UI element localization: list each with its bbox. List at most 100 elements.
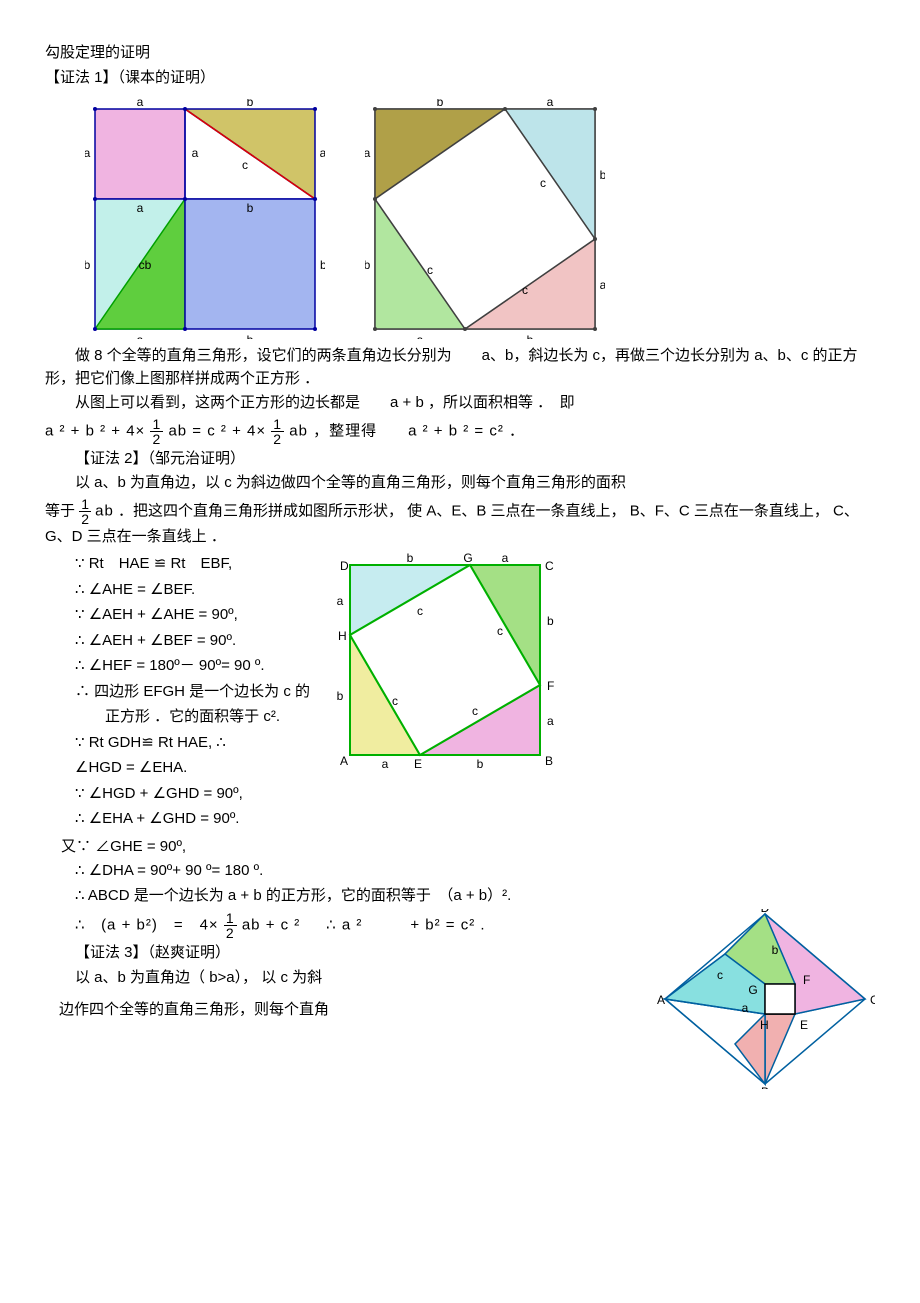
p2-eq-mid: ab + c ²: [242, 916, 300, 933]
p2-eq-result: ∴ a ² + b² = c² .: [326, 916, 485, 933]
svg-text:c: c: [472, 704, 478, 718]
p2-l4: ∴ ∠HEF = 180º－ 90º= 90 º.: [75, 655, 310, 678]
svg-text:c: c: [417, 604, 423, 618]
svg-text:b: b: [365, 258, 371, 272]
svg-text:E: E: [414, 757, 422, 771]
svg-text:a: a: [192, 146, 199, 160]
proof1-figures: a b a a c a a b b cb b b a b: [85, 99, 875, 339]
proof2-body2-pre: 等于: [45, 502, 75, 519]
svg-text:H: H: [760, 1018, 769, 1032]
eq-result: a ² + b ² = c² ．: [408, 422, 525, 439]
proof2-lines: ∵ Rt HAE ≌ Rt EBF, ∴ ∠AHE = ∠BEF. ∵ ∠AEH…: [75, 550, 310, 834]
proof2-content-row: ∵ Rt HAE ≌ Rt EBF, ∴ ∠AHE = ∠BEF. ∵ ∠AEH…: [45, 550, 875, 834]
p2-l9: ∵ ∠HGD + ∠GHD = 90º,: [75, 783, 310, 806]
svg-text:G: G: [463, 551, 472, 565]
eq-mid: ab = c ² + 4×: [168, 422, 266, 439]
p2-l10: ∴ ∠EHA + ∠GHD = 90º.: [75, 808, 310, 831]
svg-text:a: a: [137, 201, 144, 215]
proof2-bottom-row: ∴ (a + b²) = 4× 12 ab + c ² ∴ a ² + b² =…: [45, 909, 875, 1089]
p2-eq-pre: ∴: [75, 916, 86, 933]
svg-text:F: F: [547, 679, 554, 693]
svg-text:a: a: [137, 333, 144, 339]
svg-text:b: b: [772, 943, 779, 957]
proof3-body2: 边作四个全等的直角三角形，则每个直角: [59, 999, 635, 1022]
eq-right: ab: [289, 422, 308, 439]
p2-l3: ∴ ∠AEH + ∠BEF = 90º.: [75, 630, 310, 653]
svg-text:H: H: [338, 629, 347, 643]
proof3-figure: D b c G F A a C H E B: [655, 909, 875, 1089]
svg-text:c: c: [427, 263, 433, 277]
svg-text:c: c: [497, 624, 503, 638]
svg-text:c: c: [540, 176, 546, 190]
svg-text:a: a: [547, 99, 554, 109]
proof2-body1: 以 a、b 为直角边，以 c 为斜边做四个全等的直角三角形，则每个直角三角形的面…: [75, 472, 875, 495]
frac-half-3: 12: [79, 497, 91, 526]
ab-text: ab: [95, 502, 114, 519]
svg-text:cb: cb: [139, 258, 152, 272]
svg-text:c: c: [392, 694, 398, 708]
p2-l2: ∵ ∠AEH + ∠AHE = 90º,: [75, 604, 310, 627]
svg-text:a: a: [85, 146, 91, 160]
proof2-abcd: ∴ ABCD 是一个边长为 a + b 的正方形，它的面积等于 （a + b）²…: [75, 885, 875, 908]
proof1-figure-right: b a a b c b c c a a b: [365, 99, 605, 339]
svg-text:b: b: [337, 689, 344, 703]
svg-text:a: a: [382, 757, 389, 771]
svg-text:F: F: [803, 973, 810, 987]
proof2-body2: 等于 12 ab ．把这四个直角三角形拼成如图所示形状， 使 A、E、B 三点在…: [45, 497, 875, 549]
proof1-heading: 【证法 1】（课本的证明）: [45, 67, 875, 90]
proof2-eq: ∴ (a + b²) = 4× 12 ab + c ² ∴ a ² + b² =…: [75, 911, 635, 940]
svg-text:c: c: [522, 283, 528, 297]
svg-text:a: a: [137, 99, 144, 109]
svg-text:b: b: [407, 551, 414, 565]
svg-text:c: c: [717, 968, 723, 982]
svg-text:E: E: [800, 1018, 808, 1032]
frac-half-4: 12: [224, 911, 237, 940]
svg-text:b: b: [320, 258, 325, 272]
svg-text:G: G: [748, 983, 757, 997]
svg-text:a: a: [502, 551, 509, 565]
svg-text:B: B: [545, 754, 553, 768]
proof2-figure: D b G a C a b H c c F b c c a A a E b B: [330, 550, 560, 780]
proof1-figure-left: a b a a c a a b b cb b b a b: [85, 99, 325, 339]
svg-text:A: A: [340, 754, 348, 768]
eq-note: ，整理得: [313, 422, 377, 439]
proof2-heading: 【证法 2】（邹元治证明）: [75, 448, 875, 471]
svg-text:A: A: [657, 993, 665, 1007]
svg-text:a: a: [337, 594, 344, 608]
svg-text:a: a: [365, 146, 371, 160]
svg-text:b: b: [600, 168, 605, 182]
proof2-body2-post: ．把这四个直角三角形拼成如图所示形状， 使 A、E、B 三点在一条直线上， B、…: [45, 502, 859, 545]
svg-text:b: b: [477, 757, 484, 771]
p2-l6: 正方形 ．它的面积等于 c².: [75, 706, 310, 729]
proof3-body1: 以 a、b 为直角边（ b>a）， 以 c 为斜: [75, 967, 635, 990]
svg-text:C: C: [870, 993, 875, 1007]
svg-text:b: b: [437, 99, 444, 109]
svg-text:a: a: [320, 146, 325, 160]
frac-half-2: 12: [271, 417, 284, 446]
p2-l5: ∴ 四边形 EFGH 是一个边长为 c 的: [75, 681, 310, 704]
p2-l0: ∵ Rt HAE ≌ Rt EBF,: [75, 553, 310, 576]
proof3-heading: 【证法 3】（赵爽证明）: [75, 942, 635, 965]
svg-text:b: b: [527, 333, 534, 339]
svg-text:b: b: [547, 614, 554, 628]
proof1-equation: a ² + b ² + 4× 12 ab = c ² + 4× 12 ab ，整…: [45, 417, 875, 446]
p2-l8: ∠HGD = ∠EHA.: [75, 757, 310, 780]
svg-text:c: c: [242, 158, 248, 172]
proof1-body1: 做 8 个全等的直角三角形，设它们的两条直角边长分别为 a、b，斜边长为 c，再…: [45, 345, 875, 390]
svg-text:b: b: [247, 201, 254, 215]
svg-text:C: C: [545, 559, 554, 573]
p2-eq-main: (a + b²) = 4×: [101, 916, 219, 933]
document-title: 勾股定理的证明: [45, 42, 875, 65]
svg-text:a: a: [547, 714, 554, 728]
proof2-ghe: 又∵ ∠GHE = 90º,: [61, 836, 875, 859]
svg-text:B: B: [761, 1085, 769, 1089]
proof2-dha: ∴ ∠DHA = 90º+ 90 º= 180 º.: [75, 860, 875, 883]
p2-l7: ∵ Rt GDH≌ Rt HAE, ∴: [75, 732, 310, 755]
svg-text:a: a: [742, 1001, 749, 1015]
svg-text:b: b: [247, 333, 254, 339]
eq-left: a ² + b ² + 4×: [45, 422, 145, 439]
svg-text:a: a: [600, 278, 605, 292]
proof1-body2: 从图上可以看到，这两个正方形的边长都是 a + b ，所以面积相等 ． 即: [45, 392, 875, 415]
svg-text:a: a: [417, 333, 424, 339]
svg-text:D: D: [340, 559, 349, 573]
